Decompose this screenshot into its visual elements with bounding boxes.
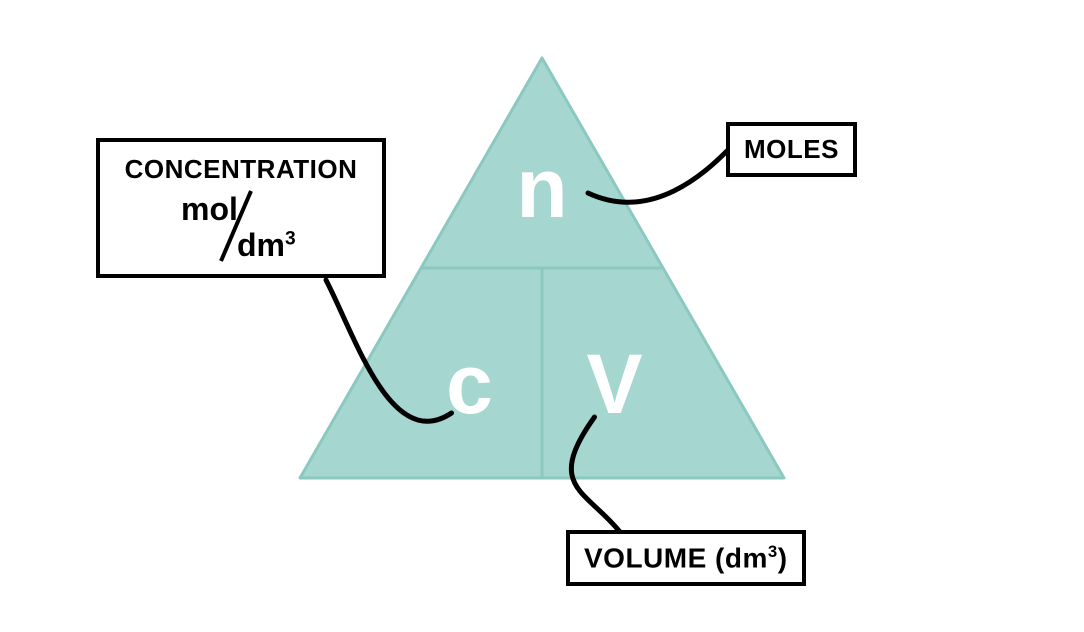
- label-box-volume: VOLUME (dm3): [566, 530, 806, 586]
- volume-suffix: ): [778, 542, 788, 573]
- unit-dm-sup: 3: [285, 228, 296, 249]
- formula-triangle: n c V: [0, 0, 1084, 632]
- label-volume-text: VOLUME (dm3): [584, 542, 788, 574]
- volume-prefix: VOLUME (dm: [584, 542, 768, 573]
- diagram-canvas: n c V MOLES CONCENTRATION mol dm3 VOLUME…: [0, 0, 1084, 632]
- label-moles-text: MOLES: [744, 134, 839, 165]
- unit-dm-text: dm: [237, 227, 285, 263]
- label-concentration-unit: mol dm3: [161, 189, 321, 263]
- volume-sup: 3: [768, 542, 778, 561]
- letter-n: n: [516, 141, 567, 235]
- letter-c: c: [446, 337, 493, 431]
- label-concentration-title: CONCENTRATION: [125, 154, 358, 185]
- unit-dm3: dm3: [237, 227, 296, 264]
- label-box-moles: MOLES: [726, 122, 857, 177]
- label-box-concentration: CONCENTRATION mol dm3: [96, 138, 386, 278]
